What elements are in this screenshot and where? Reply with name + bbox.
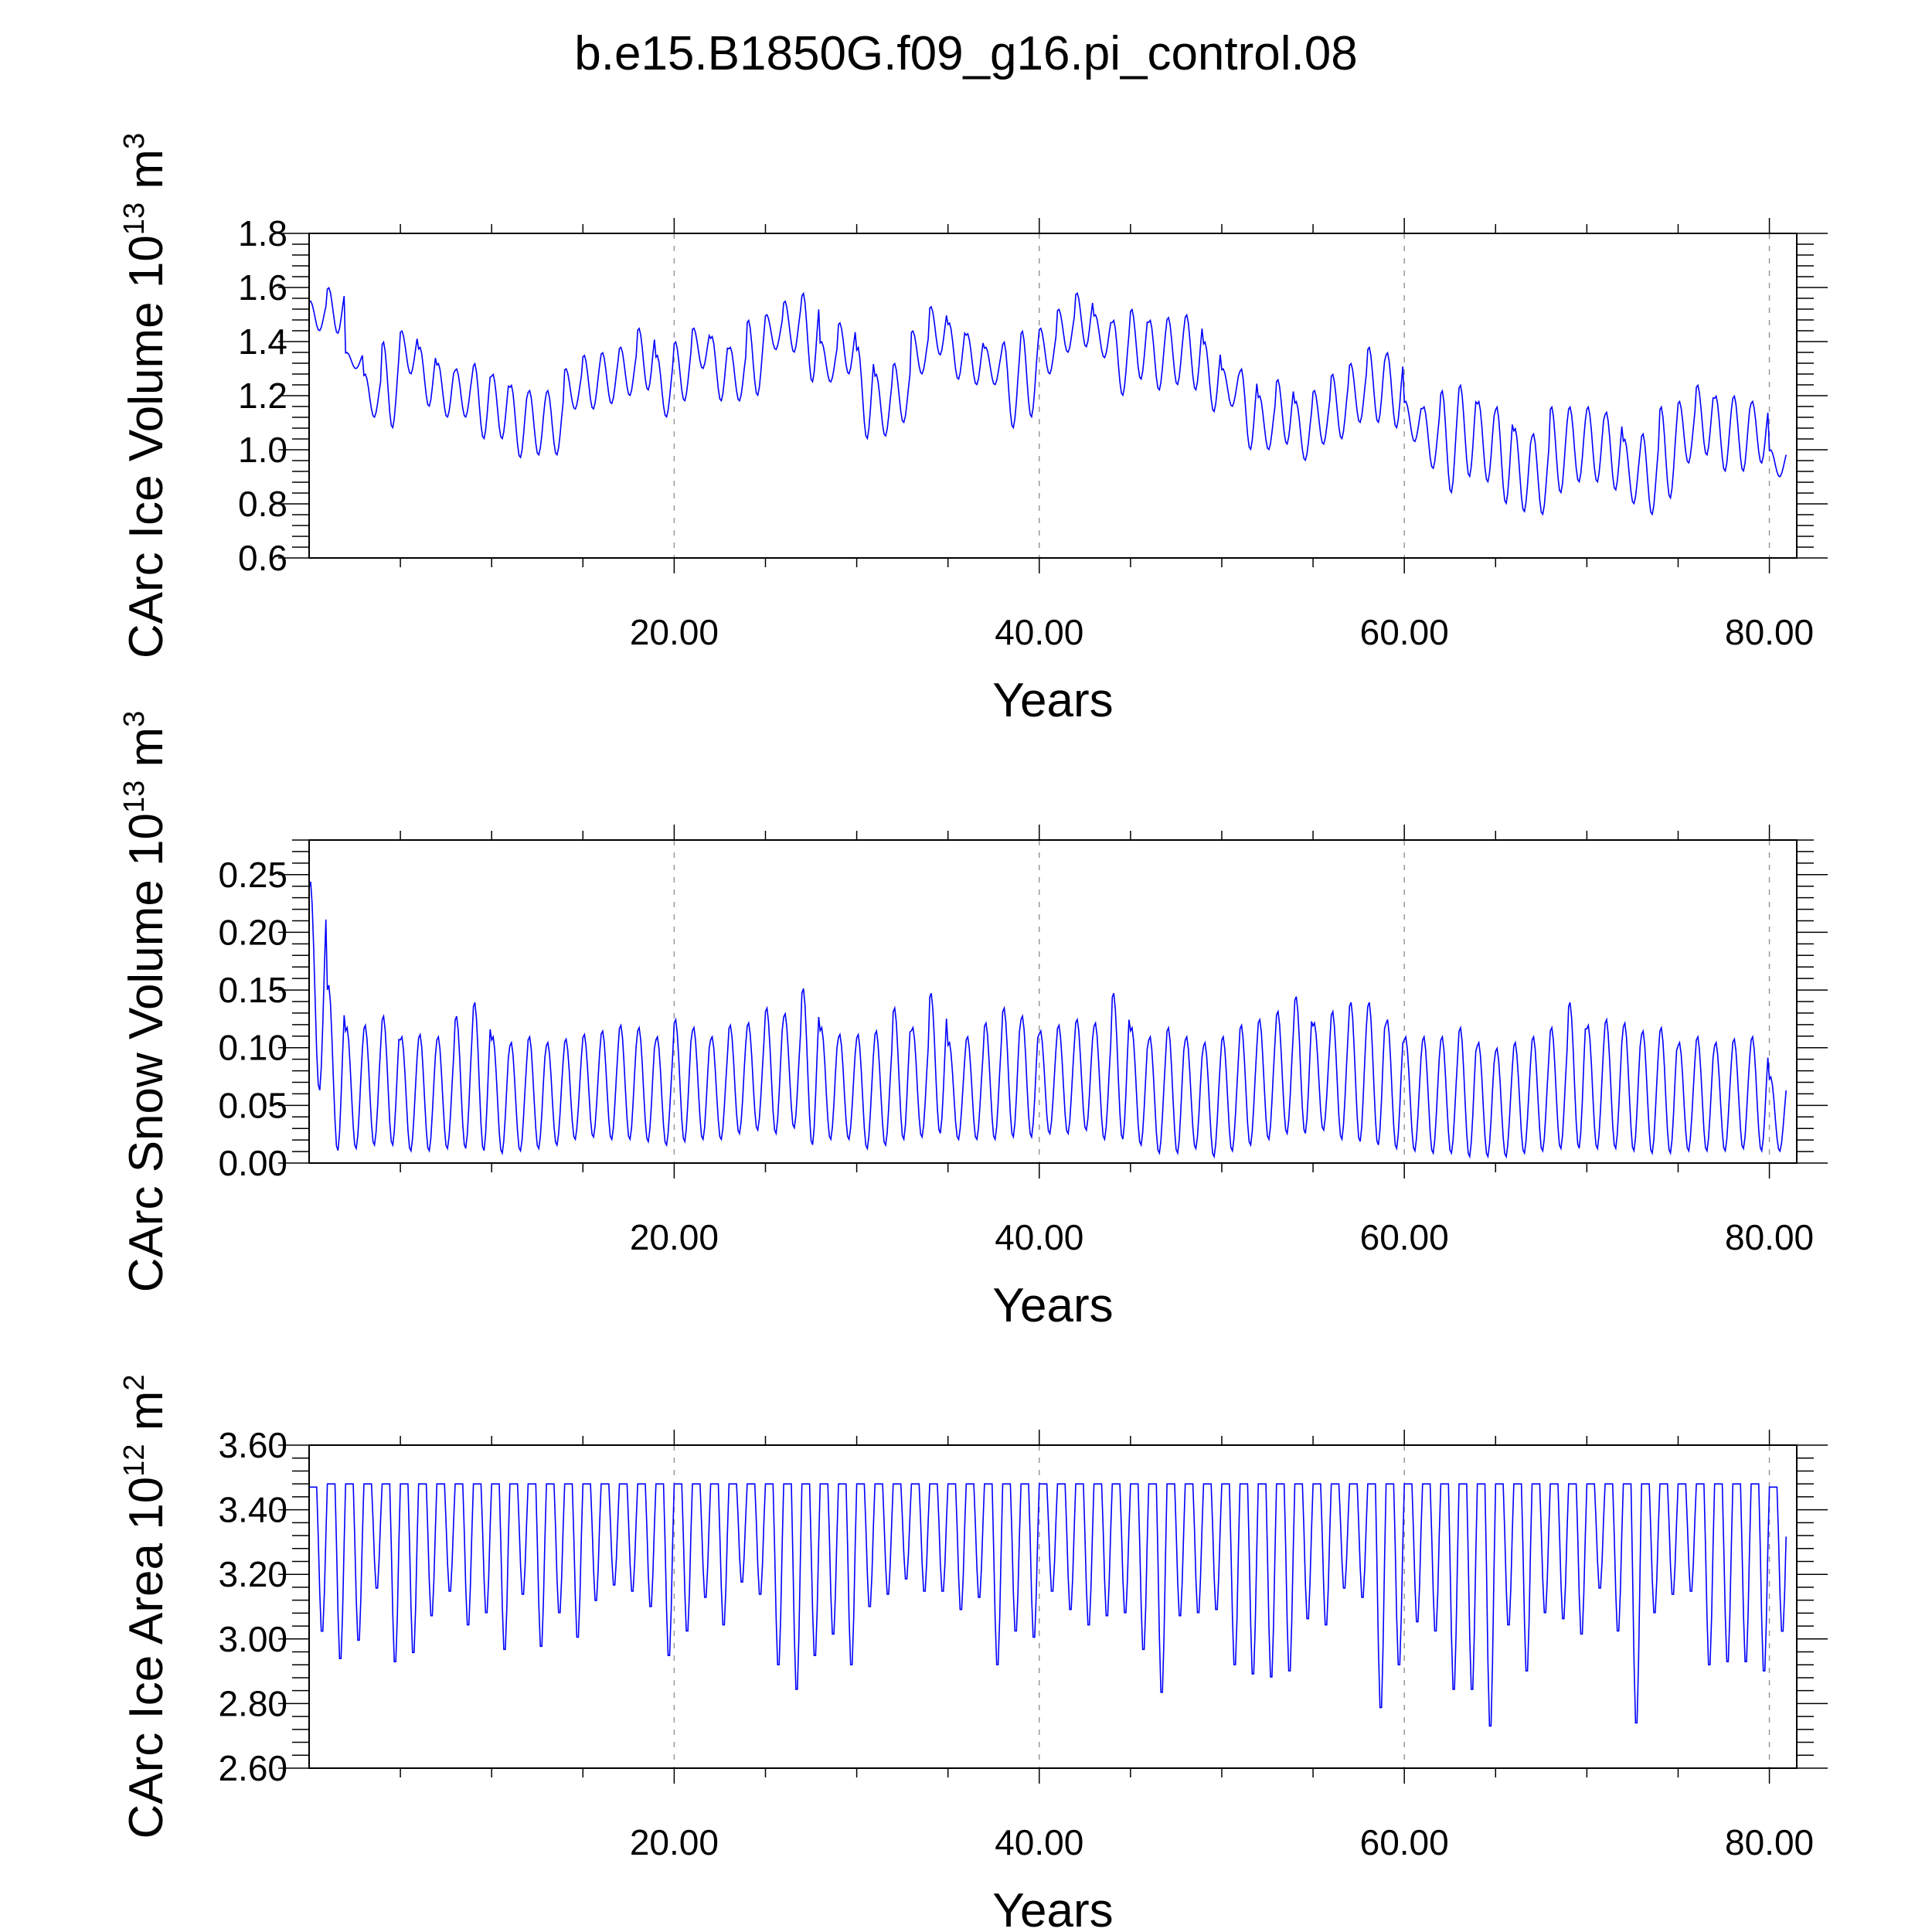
y-tick-label: 1.0 [238, 430, 287, 470]
y-tick-label: 0.6 [238, 538, 287, 578]
y-tick-labels: 0.6 0.8 1.0 1.2 1.4 1.6 1.8 [238, 213, 287, 578]
y-tick-label: 2.80 [218, 1683, 287, 1723]
series-line [308, 287, 1787, 516]
x-tick-label: 80.00 [1725, 1217, 1814, 1257]
axis-ticks [278, 218, 1828, 573]
y-axis-label: CArc Ice Volume 1013 m3 [118, 133, 173, 658]
y-tick-label: 0.8 [238, 484, 287, 524]
y-axis-label-unit-exponent: 3 [118, 133, 151, 149]
plot-frame [308, 1444, 1798, 1769]
x-tick-labels: 20.00 40.00 60.00 80.00 [630, 612, 1814, 652]
x-tick-label: 20.00 [630, 612, 719, 652]
x-axis-label: Years [992, 1884, 1113, 1932]
y-tick-label: 0.25 [218, 855, 287, 895]
y-tick-label: 0.05 [218, 1085, 287, 1125]
x-tick-label: 60.00 [1360, 1217, 1449, 1257]
y-tick-label: 0.10 [218, 1028, 287, 1068]
y-axis-label-text: CArc Ice Volume 10 [120, 235, 173, 658]
x-tick-label: 20.00 [630, 1217, 719, 1257]
y-tick-label: 1.8 [238, 213, 287, 253]
x-tick-label: 80.00 [1725, 612, 1814, 652]
x-tick-label: 20.00 [630, 1822, 719, 1862]
axis-ticks [278, 1430, 1828, 1784]
y-tick-labels: 2.60 2.80 3.00 3.20 3.40 3.60 [218, 1425, 287, 1788]
ice-volume-panel: 0.6 0.8 1.0 1.2 1.4 1.6 1.8 20.00 40.00 60.00 80.… [118, 133, 1828, 727]
y-axis-label-exponent: 13 [118, 781, 151, 813]
y-tick-label: 0.15 [218, 970, 287, 1010]
y-tick-label: 3.20 [218, 1554, 287, 1594]
y-axis-label-unit: m [120, 727, 173, 781]
y-tick-label: 0.00 [218, 1143, 287, 1183]
x-tick-labels: 20.00 40.00 60.00 80.00 [630, 1217, 1814, 1257]
x-tick-label: 60.00 [1360, 612, 1449, 652]
x-tick-label: 40.00 [995, 612, 1083, 652]
plot-frame [308, 839, 1798, 1164]
y-axis-label-unit: m [120, 149, 173, 202]
y-axis-label: CArc Snow Volume 1013 m3 [118, 711, 173, 1293]
y-tick-label: 3.00 [218, 1619, 287, 1659]
x-grid [673, 840, 1770, 1163]
series-path [308, 287, 1787, 516]
plot-frame [308, 233, 1798, 559]
x-tick-label: 40.00 [995, 1822, 1083, 1862]
y-axis-label-text: CArc Ice Area 10 [120, 1477, 173, 1839]
y-tick-label: 3.60 [218, 1425, 287, 1465]
series-line [308, 881, 1787, 1159]
y-axis-label-exponent: 12 [118, 1444, 151, 1477]
y-axis-label-unit-exponent: 3 [118, 711, 151, 727]
series-line [309, 1483, 1787, 1727]
y-axis-label-unit: m [120, 1391, 173, 1444]
y-tick-label: 1.6 [238, 267, 287, 308]
snow-volume-panel: 0.00 0.05 0.10 0.15 0.20 0.25 20.00 40.00 60.00… [118, 711, 1828, 1332]
series-path [309, 1483, 1787, 1727]
y-axis-label-exponent: 13 [118, 202, 151, 235]
y-tick-label: 3.40 [218, 1490, 287, 1530]
figure-title: b.e15.B1850G.f09_g16.pi_control.08 [574, 27, 1357, 80]
x-tick-labels: 20.00 40.00 60.00 80.00 [630, 1822, 1814, 1862]
x-tick-label: 60.00 [1360, 1822, 1449, 1862]
y-axis-label-text: CArc Snow Volume 10 [120, 813, 173, 1292]
y-tick-label: 1.2 [238, 376, 287, 416]
y-tick-label: 2.60 [218, 1748, 287, 1788]
axis-ticks [278, 825, 1828, 1179]
y-axis-label: CArc Ice Area 1012 m2 [118, 1375, 173, 1839]
y-axis-label-unit-exponent: 2 [118, 1375, 151, 1391]
x-tick-label: 80.00 [1725, 1822, 1814, 1862]
x-axis-label: Years [992, 674, 1113, 727]
y-tick-label: 1.4 [238, 321, 287, 362]
series-path [308, 881, 1787, 1159]
y-tick-label: 0.20 [218, 912, 287, 952]
x-axis-label: Years [992, 1279, 1113, 1332]
x-tick-label: 40.00 [995, 1217, 1083, 1257]
ice-area-panel: 2.60 2.80 3.00 3.20 3.40 3.60 20.00 40.00 60.00… [118, 1375, 1828, 1932]
y-tick-labels: 0.00 0.05 0.10 0.15 0.20 0.25 [218, 855, 287, 1183]
